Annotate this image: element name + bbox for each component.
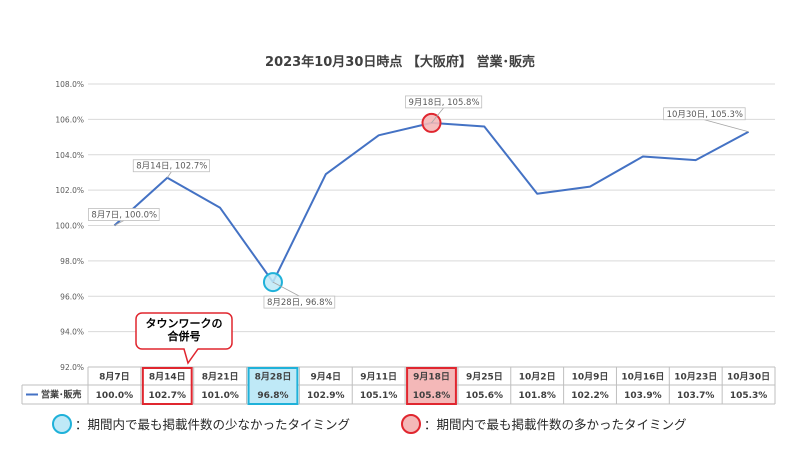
category-label: 9月18日 <box>413 372 450 383</box>
max-legend-marker <box>401 414 421 434</box>
value-label: 101.0% <box>201 391 239 401</box>
value-label: 103.7% <box>677 391 715 401</box>
y-tick-label: 94.0% <box>60 328 84 337</box>
value-label: 103.9% <box>624 391 662 401</box>
value-label: 105.3% <box>730 391 768 401</box>
max-legend-text: ：期間内で最も掲載件数の多かったタイミング <box>424 417 687 432</box>
callout-text: タウンワークの <box>146 317 223 330</box>
data-label-leader <box>272 281 300 297</box>
data-label-leader <box>166 171 172 178</box>
data-label: 8月14日, 102.7% <box>136 162 207 172</box>
category-label: 8月21日 <box>202 372 239 383</box>
highlight-markers <box>262 112 442 293</box>
y-tick-label: 100.0% <box>55 222 84 231</box>
y-tick-label: 96.0% <box>60 292 84 301</box>
data-label: 9月18日, 105.8% <box>409 98 480 108</box>
data-label: 10月30日, 105.3% <box>667 110 743 120</box>
data-label: 8月28日, 96.8% <box>267 298 333 308</box>
boxed-cell <box>141 367 193 405</box>
category-label: 9月25日 <box>466 372 503 383</box>
category-label: 10月9日 <box>572 372 609 383</box>
value-label: 102.9% <box>307 391 345 401</box>
data-table: 8月7日 100.0% 8月14日 102.7% 8月21日 101.0% 8月28日 96.… <box>21 366 776 405</box>
category-label: 8月7日 <box>99 372 130 383</box>
data-label-box <box>88 208 160 221</box>
data-label-leader <box>431 107 444 124</box>
value-label: 102.2% <box>571 391 609 401</box>
min-highlight-cell <box>247 367 299 405</box>
callout-text: 合併号 <box>168 329 201 343</box>
max-highlight-cell <box>406 367 457 405</box>
y-tick-label: 108.0% <box>55 80 84 89</box>
series-name: 営業･販売 <box>41 389 82 401</box>
min-legend-text: ：期間内で最も掲載件数の少なかったタイミング <box>75 417 350 432</box>
category-label: 9月11日 <box>360 372 397 383</box>
y-tick-label: 92.0% <box>60 363 84 372</box>
data-label-leader <box>704 119 749 133</box>
y-tick-label: 106.0% <box>55 115 84 124</box>
data-label-box <box>132 159 210 173</box>
min-legend-marker <box>52 414 72 434</box>
y-tick-label: 102.0% <box>55 186 84 195</box>
category-label: 10月2日 <box>519 372 556 383</box>
category-label: 10月23日 <box>674 372 717 383</box>
data-labels: 8月7日, 100.0% 8月14日, 102.7% 8月28日, 96.8% 9月1… <box>88 95 749 309</box>
y-tick-label: 98.0% <box>60 257 84 266</box>
category-label: 8月14日 <box>149 372 186 383</box>
y-tick-label: 104.0% <box>55 151 84 160</box>
series-line-layer <box>113 121 750 284</box>
chart-title: 2023年10月30日時点 【大阪府】 営業･販売 <box>265 54 535 70</box>
legend: ：期間内で最も掲載件数の少なかったタイミング ：期間内で最も掲載件数の多かったタイ… <box>52 414 687 434</box>
value-label: 105.8% <box>413 391 451 401</box>
y-axis-ticks: 92.0% 94.0% 96.0% 98.0% 100.0% 102.0% 104.0% 10… <box>55 80 84 372</box>
value-label: 105.1% <box>360 391 398 401</box>
value-label: 101.8% <box>518 391 556 401</box>
value-label: 100.0% <box>96 391 134 401</box>
data-label-box <box>263 295 336 309</box>
series-line <box>113 121 750 284</box>
category-label: 9月4日 <box>311 372 342 383</box>
data-label-box <box>663 107 746 121</box>
data-label-box <box>405 95 483 109</box>
value-label: 102.7% <box>149 391 187 401</box>
category-label: 10月30日 <box>727 372 770 383</box>
value-label: 96.8% <box>257 391 288 401</box>
category-label: 8月28日 <box>255 372 292 383</box>
data-label-leader <box>114 220 125 226</box>
callout-bubble <box>135 312 233 365</box>
max-point-marker <box>421 112 442 133</box>
value-label: 105.6% <box>466 391 504 401</box>
category-label: 10月16日 <box>621 372 664 383</box>
data-label: 8月7日, 100.0% <box>91 211 157 221</box>
